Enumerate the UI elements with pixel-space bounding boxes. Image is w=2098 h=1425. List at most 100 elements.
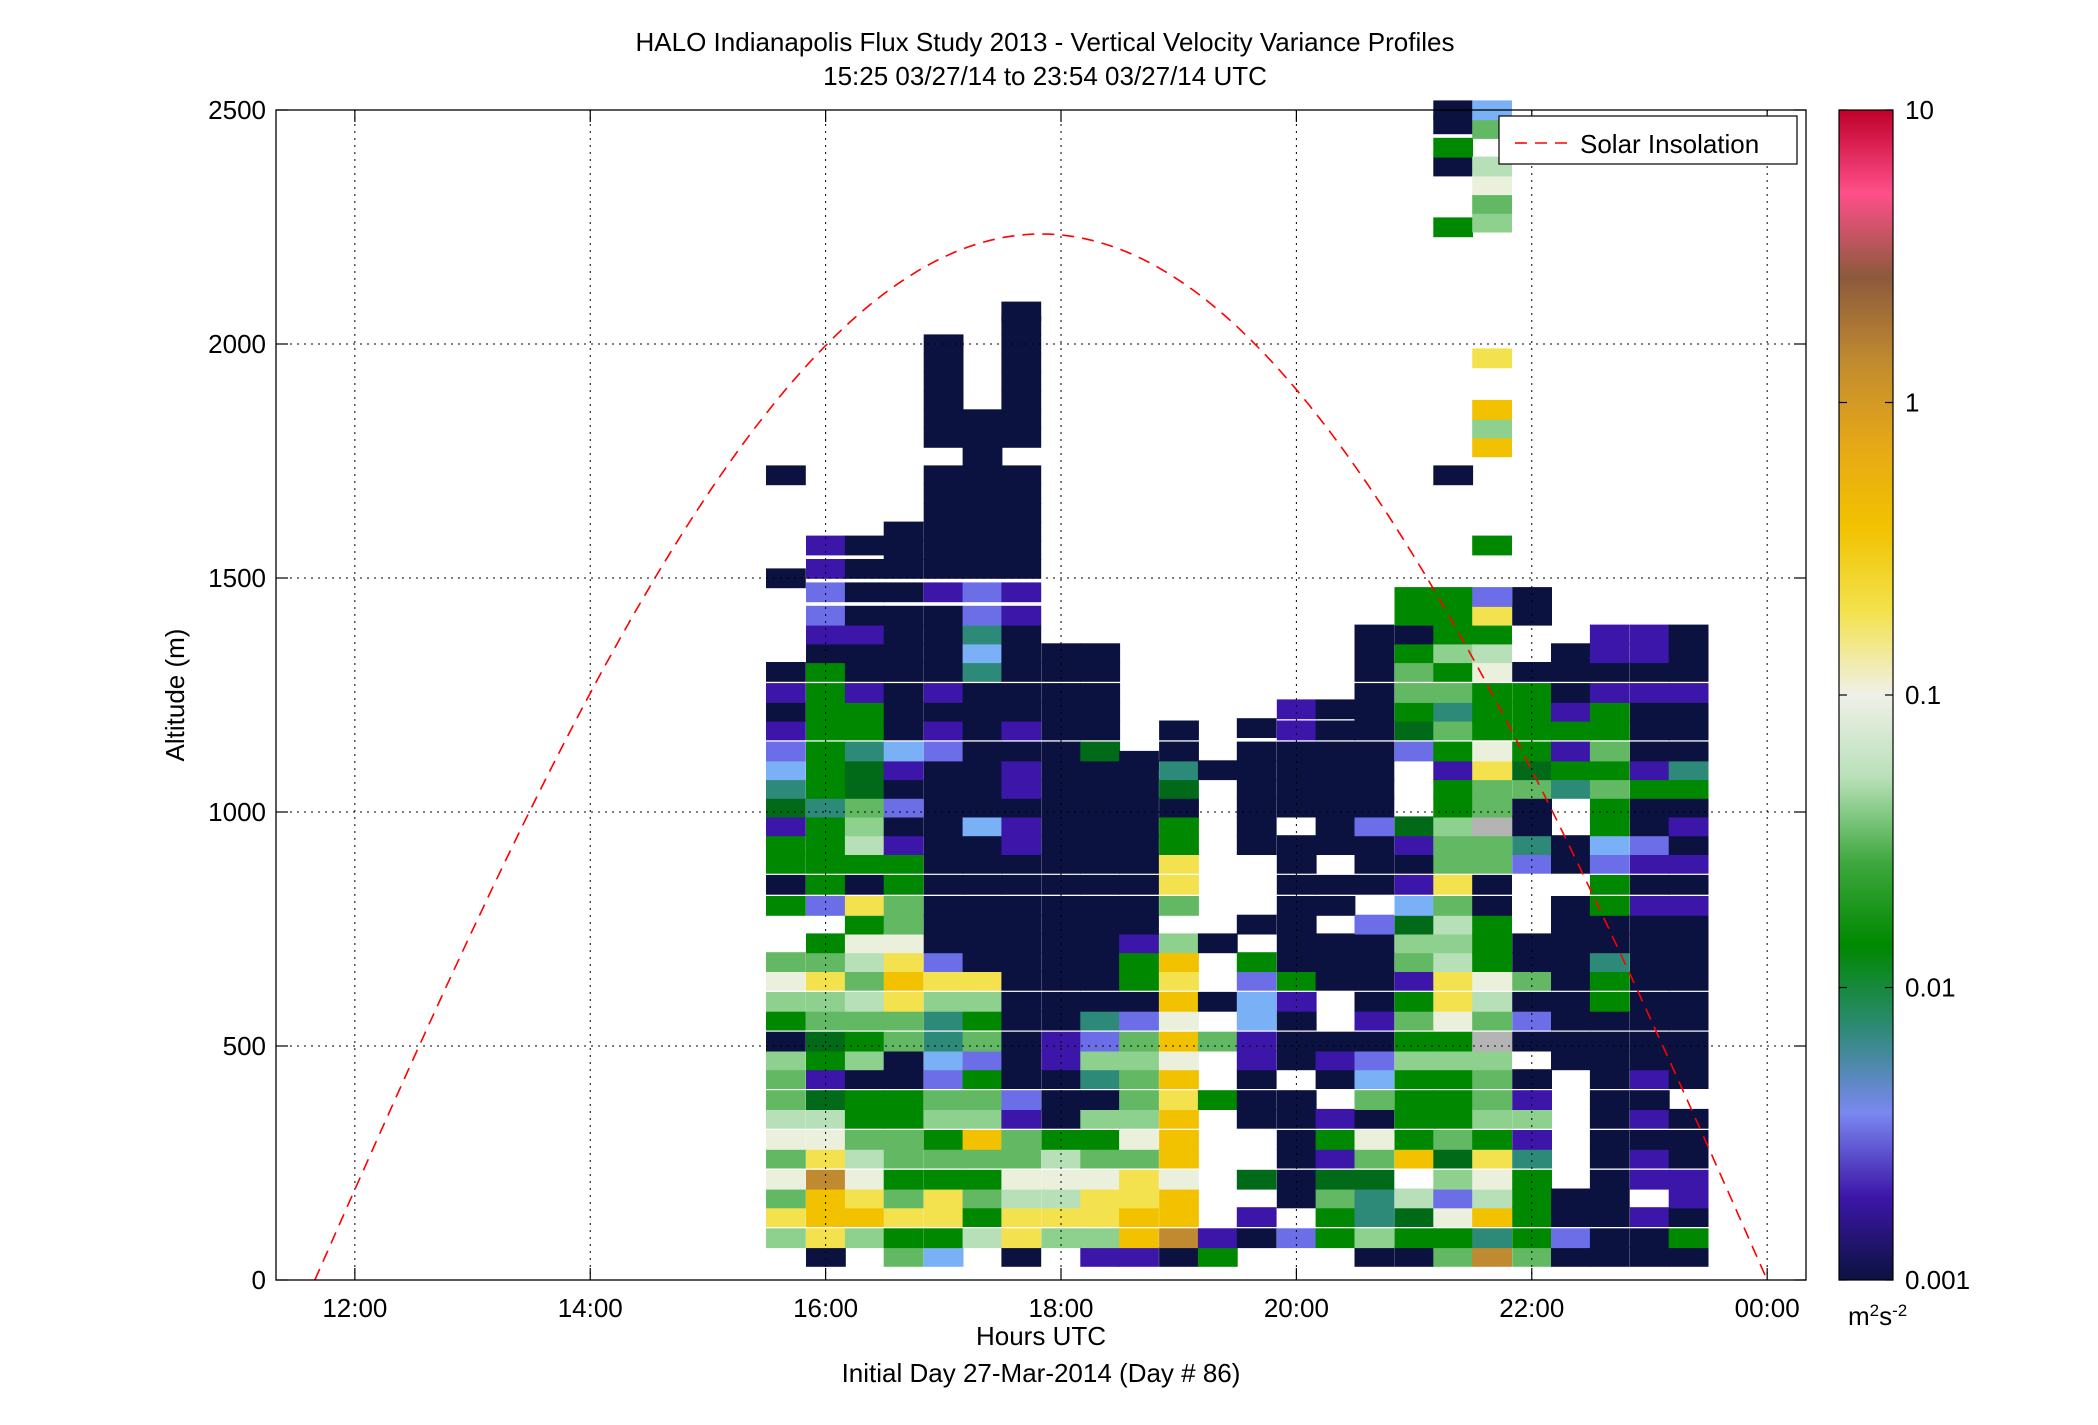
heatmap-cell [1433, 970, 1474, 991]
heatmap-cell [1159, 991, 1199, 1012]
heatmap-cell [1315, 816, 1356, 837]
heatmap-cell [1041, 1188, 1082, 1209]
heatmap-cell [962, 683, 1003, 703]
heatmap-cell [962, 1108, 1003, 1129]
heatmap-cell [1668, 896, 1709, 916]
heatmap-cell [1119, 933, 1159, 954]
heatmap-cell [1472, 991, 1512, 1012]
heatmap-cell [1119, 1010, 1159, 1031]
heatmap-cell [1589, 1207, 1630, 1227]
heatmap-cell [1159, 779, 1199, 799]
heatmap-cell [923, 720, 964, 741]
heatmap-cell [1512, 779, 1552, 799]
heatmap-cell [962, 853, 1003, 874]
heatmap-cell [1629, 970, 1670, 991]
heatmap-cell [806, 1069, 846, 1089]
heatmap-cell [1041, 853, 1082, 874]
heatmap-cell [1551, 1010, 1591, 1031]
heatmap-cell [766, 683, 806, 703]
heatmap-cell [1041, 816, 1082, 837]
heatmap-cell [962, 446, 1003, 467]
x-tick-label: 20:00 [1264, 1293, 1329, 1323]
heatmap-cell [1589, 835, 1630, 855]
heatmap-cell [1001, 1108, 1042, 1129]
heatmap-cell [883, 1108, 924, 1129]
heatmap-cell [1080, 1169, 1121, 1190]
heatmap-cell [1159, 1228, 1199, 1249]
heatmap-cell [1080, 797, 1121, 818]
heatmap-cell [1629, 662, 1670, 682]
heatmap-cell [1315, 741, 1356, 762]
heatmap-cell [1276, 741, 1317, 762]
heatmap-cell [844, 991, 885, 1012]
heatmap-cell [962, 1207, 1003, 1227]
heatmap-cell [923, 1031, 964, 1052]
heatmap-cell [1512, 1148, 1552, 1169]
heatmap-cell [844, 760, 885, 781]
heatmap-cell [1394, 1130, 1435, 1150]
colorbar: 0.001 0.01 0.1 1 10 m2s-2 [1838, 95, 1970, 1331]
heatmap-cell [1472, 1148, 1512, 1169]
heatmap-cell [844, 605, 885, 626]
heatmap-cell [1433, 952, 1474, 972]
heatmap-cell [923, 835, 964, 855]
heatmap-cell [1668, 991, 1709, 1012]
heatmap-cell [1001, 540, 1042, 561]
heatmap-cell [1472, 175, 1512, 196]
heatmap-cell [1472, 399, 1512, 420]
heatmap-cell [1197, 1090, 1238, 1110]
heatmap-cell [1315, 797, 1356, 818]
heatmap-cell [1512, 991, 1552, 1012]
heatmap-cell [962, 1228, 1003, 1249]
heatmap-cell [1315, 779, 1356, 799]
heatmap-cell [806, 624, 846, 645]
heatmap-cell [1315, 970, 1356, 991]
heatmap-cell [766, 1090, 806, 1110]
heatmap-cell [1001, 334, 1042, 355]
heatmap-cell [844, 701, 885, 722]
heatmap-cell [1551, 1188, 1591, 1209]
heatmap-cell [1394, 701, 1435, 722]
heatmap-cell [1001, 662, 1042, 682]
heatmap-cell [883, 1148, 924, 1169]
heatmap-cell [1041, 741, 1082, 762]
heatmap-cell [1472, 896, 1512, 916]
heatmap-cell [1315, 1148, 1356, 1169]
heatmap-cell [1589, 1169, 1630, 1190]
heatmap-cell [1236, 991, 1277, 1012]
y-tick-label: 500 [223, 1031, 266, 1061]
heatmap-cell [1159, 720, 1199, 741]
heatmap-cell [1159, 1207, 1199, 1227]
heatmap-cell [1668, 1188, 1709, 1209]
heatmap-cell [1668, 1148, 1709, 1169]
heatmap-cell [1276, 720, 1317, 741]
heatmap-cell [1589, 874, 1630, 895]
heatmap-cell [844, 816, 885, 837]
heatmap-cell [844, 1090, 885, 1110]
heatmap-cell [1041, 1090, 1082, 1110]
heatmap-cell [1551, 720, 1591, 741]
heatmap-cell [1159, 741, 1199, 762]
heatmap-cell [1512, 1169, 1552, 1190]
plot-frame [275, 109, 1807, 1281]
heatmap-cell [1001, 896, 1042, 916]
heatmap-cell [1551, 970, 1591, 991]
heatmap-cell [1551, 1247, 1591, 1267]
heatmap-cell [1629, 683, 1670, 703]
heatmap-cell [962, 896, 1003, 916]
chart-subtitle: 15:25 03/27/14 to 23:54 03/27/14 UTC [823, 61, 1267, 91]
axis-ticks: 12:00 14:00 16:00 18:00 20:00 22:00 00:00 0 500 1… [208, 95, 1806, 1323]
heatmap-cell [844, 741, 885, 762]
heatmap-cell [1001, 1031, 1042, 1052]
heatmap-cell [1041, 896, 1082, 916]
heatmap-cell [844, 797, 885, 818]
heatmap-cell [1354, 1031, 1395, 1052]
heatmap-cell [1354, 991, 1395, 1012]
heatmap-cell [1394, 1108, 1435, 1129]
heatmap-cell [844, 1148, 885, 1169]
heatmap-cell [1159, 1069, 1199, 1089]
heatmap-cell [1354, 970, 1395, 991]
heatmap-cell [1197, 991, 1238, 1012]
heatmap-cell [1001, 502, 1042, 523]
heatmap-cell [1668, 720, 1709, 741]
